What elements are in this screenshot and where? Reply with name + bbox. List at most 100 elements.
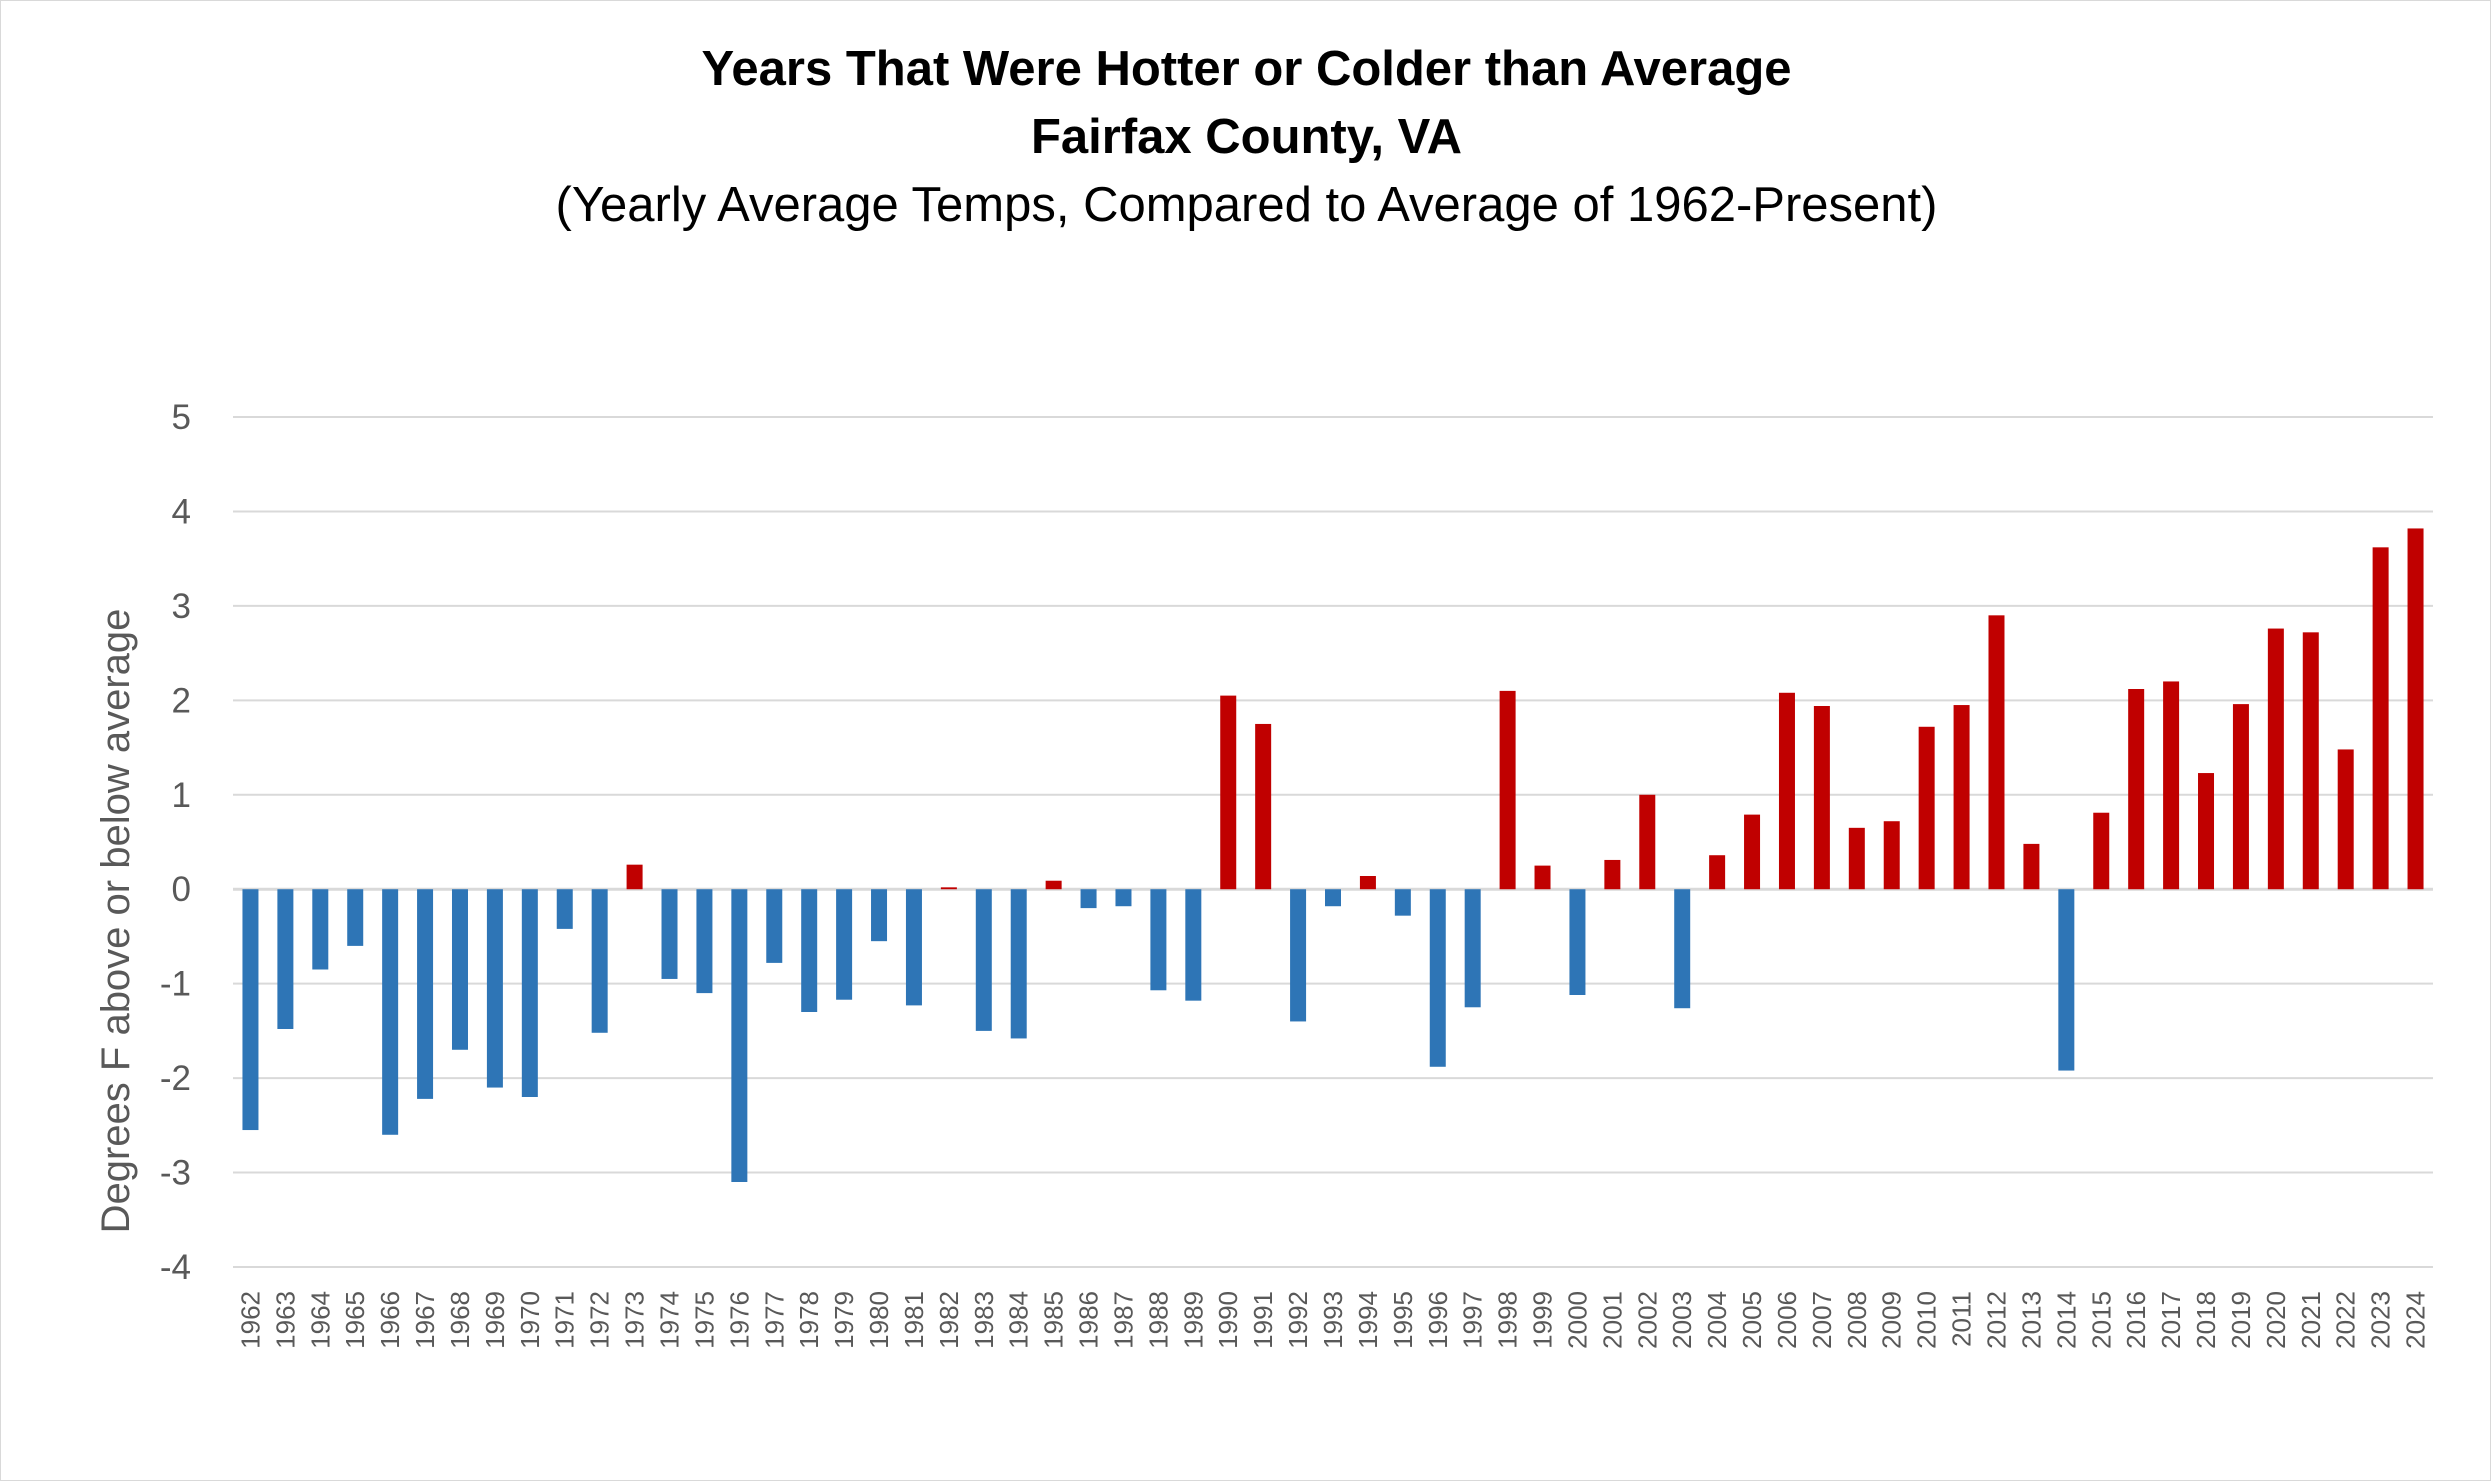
x-tick-label: 2001 [1597, 1291, 1627, 1349]
x-tick-label: 2008 [1842, 1291, 1872, 1349]
x-tick-label: 1973 [620, 1291, 650, 1349]
y-tick-label: 4 [172, 492, 191, 531]
x-tick-label: 1997 [1458, 1291, 1488, 1349]
bar-1983 [975, 889, 992, 1031]
x-tick-label: 1976 [724, 1291, 754, 1349]
bar-1992 [1290, 889, 1307, 1022]
x-tick-label: 2000 [1562, 1291, 1592, 1349]
bar-1996 [1429, 889, 1446, 1067]
x-tick-label: 2019 [2226, 1291, 2256, 1349]
y-axis-title: Degrees F above or below average [94, 609, 138, 1234]
x-tick-label: 2012 [1981, 1291, 2011, 1349]
x-tick-label: 2016 [2121, 1291, 2151, 1349]
x-tick-label: 1969 [480, 1291, 510, 1349]
bar-2009 [1883, 821, 1900, 890]
bar-2016 [2128, 689, 2145, 890]
x-tick-label: 1970 [515, 1291, 545, 1349]
chart-subtitle: Fairfax County, VA [1030, 110, 1463, 164]
bar-1977 [766, 889, 783, 963]
bar-1989 [1185, 889, 1202, 1001]
bar-2012 [1988, 615, 2005, 890]
x-tick-label: 2021 [2296, 1291, 2326, 1349]
x-tick-label: 2020 [2261, 1291, 2291, 1349]
bar-1997 [1464, 889, 1481, 1008]
bar-2017 [2163, 681, 2180, 890]
bar-1969 [486, 889, 503, 1088]
bar-1981 [905, 889, 922, 1006]
x-tick-label: 1986 [1074, 1291, 1104, 1349]
y-tick-label: -2 [160, 1059, 191, 1098]
bar-1991 [1255, 723, 1272, 890]
x-tick-label: 1963 [270, 1291, 300, 1349]
bar-1995 [1394, 889, 1411, 916]
x-tick-label: 2010 [1912, 1291, 1942, 1349]
x-tick-label: 2007 [1807, 1291, 1837, 1349]
bar-1965 [347, 889, 364, 946]
y-tick-label: -1 [160, 965, 191, 1004]
x-axis-tick-labels: 1962 1963 1964 1965 1966 1967 1968 1969 1970 1971… [235, 1291, 2430, 1349]
x-tick-label: 1998 [1493, 1291, 1523, 1349]
x-tick-label: 1985 [1039, 1291, 1069, 1349]
bar-2011 [1953, 705, 1970, 890]
x-tick-label: 1996 [1423, 1291, 1453, 1349]
x-tick-label: 1981 [899, 1291, 929, 1349]
x-tick-label: 2023 [2366, 1291, 2396, 1349]
x-tick-label: 2022 [2331, 1291, 2361, 1349]
bar-1985 [1045, 880, 1062, 890]
x-tick-label: 2024 [2401, 1291, 2431, 1349]
bar-2023 [2372, 547, 2389, 890]
bar-1988 [1150, 889, 1167, 991]
bar-1973 [626, 864, 643, 890]
x-tick-label: 1992 [1283, 1291, 1313, 1349]
bar-1993 [1325, 889, 1341, 907]
x-tick-label: 1990 [1213, 1291, 1243, 1349]
x-tick-label: 1966 [375, 1291, 405, 1349]
bar-2013 [2023, 843, 2040, 890]
x-tick-label: 1972 [585, 1291, 615, 1349]
y-axis-tick-labels: 5 4 3 2 1 0 -1 -2 -3 -4 [160, 398, 191, 1287]
bar-1999 [1534, 865, 1551, 890]
bar-2021 [2302, 632, 2319, 890]
x-tick-label: 1968 [445, 1291, 475, 1349]
bars [242, 528, 2424, 1182]
x-tick-label: 1974 [655, 1291, 685, 1349]
x-tick-label: 2004 [1702, 1291, 1732, 1349]
x-tick-label: 1971 [550, 1291, 580, 1349]
bar-1979 [836, 889, 853, 1000]
x-tick-label: 2015 [2086, 1291, 2116, 1349]
x-tick-label: 2017 [2156, 1291, 2186, 1349]
x-tick-label: 1991 [1248, 1291, 1278, 1349]
bar-1967 [417, 889, 434, 1099]
y-tick-label: 3 [172, 587, 191, 626]
bar-2018 [2198, 773, 2215, 890]
bar-2019 [2232, 704, 2249, 890]
x-tick-label: 1965 [340, 1291, 370, 1349]
y-tick-label: 2 [172, 681, 191, 720]
bar-2007 [1813, 706, 1830, 890]
bar-2000 [1569, 889, 1586, 995]
bar-2005 [1744, 814, 1761, 890]
bar-2001 [1604, 859, 1621, 890]
bar-2020 [2267, 628, 2284, 890]
bar-2015 [2093, 812, 2110, 890]
x-tick-label: 2011 [1947, 1291, 1977, 1347]
bar-1990 [1220, 695, 1237, 890]
x-tick-label: 2014 [2051, 1291, 2081, 1349]
bar-1972 [591, 889, 608, 1033]
x-tick-label: 1979 [829, 1291, 859, 1349]
x-tick-label: 1962 [235, 1291, 265, 1349]
x-tick-label: 1984 [1004, 1291, 1034, 1349]
y-tick-label: 5 [172, 398, 191, 437]
y-tick-label: -3 [160, 1154, 191, 1193]
x-tick-label: 1982 [934, 1291, 964, 1349]
bar-1984 [1010, 889, 1027, 1039]
bar-2024 [2407, 528, 2424, 890]
x-tick-label: 1978 [794, 1291, 824, 1349]
y-tick-label: -4 [160, 1248, 191, 1287]
chart-title: Years That Were Hotter or Colder than Av… [701, 42, 1792, 96]
bar-1964 [312, 889, 329, 970]
x-tick-label: 2013 [2016, 1291, 2046, 1349]
x-tick-label: 1988 [1143, 1291, 1173, 1349]
